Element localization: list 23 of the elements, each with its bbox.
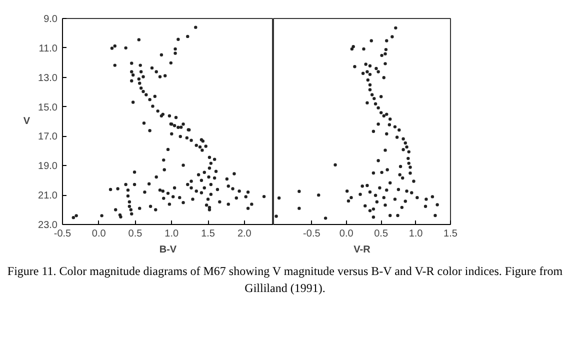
x-tick-label: 0.5 (128, 228, 143, 240)
caption: Figure 11. Color magnitude diagrams of M67 showing V magnitude versus B-V and V-R color indices. Figure from Gilliland (1991). (6, 263, 564, 298)
x-tick-label: 1.0 (164, 228, 180, 240)
y-tick-label: 21.0 (38, 190, 58, 202)
x-axis-title: B-V (159, 244, 177, 256)
y-tick-label: 23.0 (38, 220, 58, 231)
y-tick-label: 15.0 (38, 102, 58, 114)
x-axis-title: V-R (354, 244, 372, 256)
x-tick-label: 2.0 (237, 228, 252, 240)
y-tick-label: 9.0 (44, 14, 58, 25)
y-tick-label: 11.0 (38, 43, 58, 54)
y-tick-label: 13.0 (38, 72, 58, 84)
x-tick-label: 1.5 (201, 228, 216, 240)
x-tick-label: -0.5 (54, 228, 72, 240)
x-tick-label: 0.0 (92, 228, 106, 240)
y-axis-title: V (23, 116, 30, 127)
x-tick-label: 1.0 (408, 228, 424, 240)
x-tick-label: 0.0 (339, 228, 354, 240)
y-tick-label: 17.0 (38, 132, 58, 143)
x-tick-label: 1.5 (444, 228, 458, 240)
x-tick-label: 0.5 (374, 228, 388, 240)
x-tick-label: -0.5 (303, 228, 321, 240)
y-tick-label: 19.0 (38, 161, 58, 172)
